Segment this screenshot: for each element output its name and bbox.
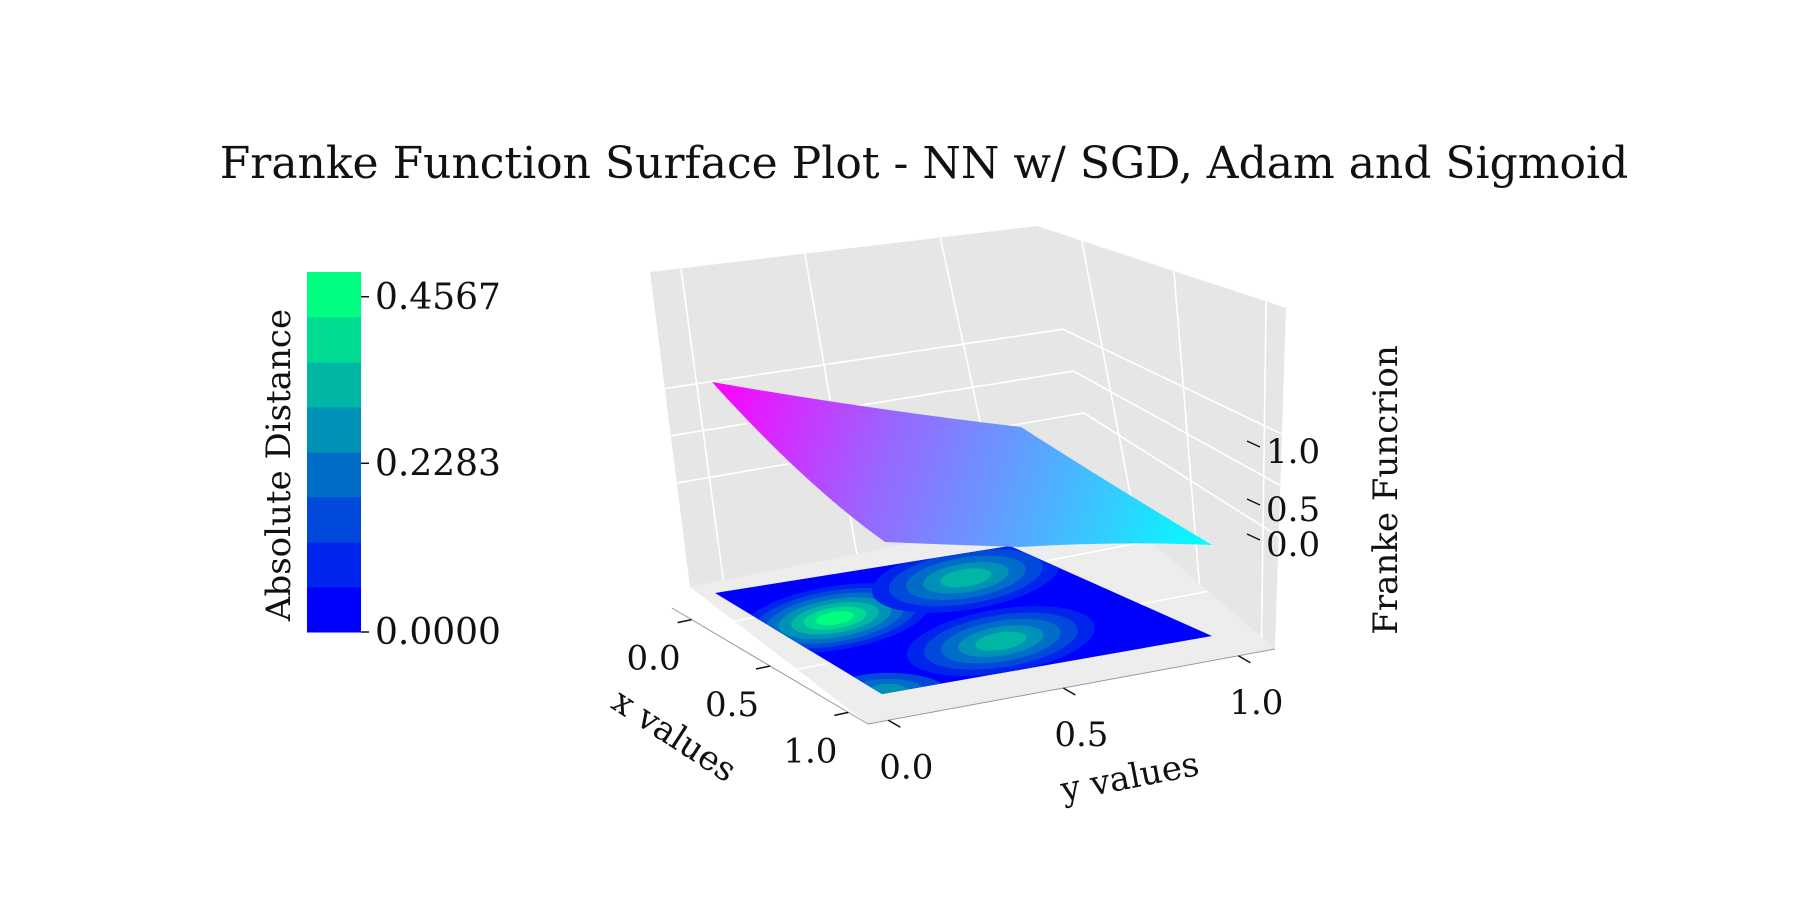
y-tick-label: 0.0 [879, 747, 933, 787]
z-axis-label: Franke Funcrion [1366, 345, 1406, 634]
colorbar-band [307, 497, 361, 543]
grid-line [1173, 271, 1201, 585]
colorbar-band [307, 452, 361, 498]
x-tick-mark [677, 618, 692, 624]
z-tick-mark [1246, 440, 1261, 448]
y-tick-mark [1237, 655, 1251, 664]
surface-patch [712, 382, 1212, 547]
x-tick-label: 0.5 [705, 685, 759, 725]
colorbar-label: Absolute Distance [259, 309, 299, 622]
y-tick-mark [887, 719, 901, 728]
y-tick-label: 0.5 [1054, 715, 1108, 755]
y-tick-mark [1062, 687, 1076, 696]
x-tick-label: 1.0 [783, 731, 837, 771]
x-tick-label: 0.0 [627, 639, 681, 679]
z-tick-mark [1246, 533, 1261, 541]
error-contour [715, 546, 1212, 694]
y-tick-label: 1.0 [1229, 683, 1283, 723]
colorbar-tick-label: 0.4567 [375, 277, 501, 318]
grid-line [1260, 301, 1267, 638]
colorbar-band [307, 542, 361, 588]
grid-line [680, 268, 725, 581]
contour-level [816, 611, 854, 626]
contour-level [940, 568, 992, 588]
colorbar-bands [307, 272, 361, 633]
colorbar: 0.0000 0.2283 0.4567 Absolute Distance [259, 272, 501, 653]
colorbar-band [307, 587, 361, 633]
z-tick-label: 0.0 [1266, 525, 1320, 565]
contour-level [975, 631, 1027, 651]
colorbar-tick-label: 0.2283 [375, 443, 501, 484]
z-tick-label: 1.0 [1266, 432, 1320, 472]
z-tick-label: 0.5 [1266, 490, 1320, 530]
z-tick-mark [1246, 498, 1261, 506]
colorbar-band [307, 272, 361, 318]
colorbar-band [307, 407, 361, 453]
x-tick-mark [755, 665, 771, 670]
x-ticks: 0.0 0.5 1.0 [627, 618, 849, 771]
colorbar-band [307, 317, 361, 363]
chart-title: Franke Function Surface Plot - NN w/ SGD… [220, 138, 1629, 189]
y-ticks: 0.0 0.5 1.0 [879, 655, 1283, 787]
z-ticks: 0.00.5 1.0 [1246, 432, 1320, 565]
grid-line [664, 328, 1283, 435]
colorbar-tick-label: 0.0000 [375, 612, 501, 653]
nn-surface [712, 382, 1212, 547]
y-axis-line [867, 648, 1276, 725]
colorbar-band [307, 362, 361, 408]
x-tick-mark [834, 711, 849, 717]
grid-line [1081, 240, 1139, 532]
colorbar-ticks: 0.0000 0.2283 0.4567 [361, 277, 501, 653]
